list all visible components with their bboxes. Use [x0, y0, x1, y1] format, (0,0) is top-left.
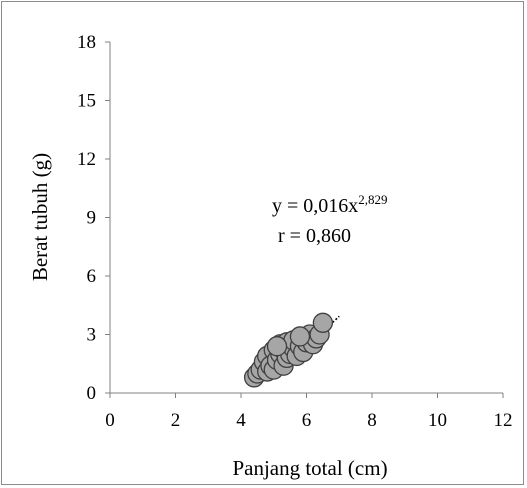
axes [105, 41, 504, 398]
x-tick-label: 6 [302, 410, 312, 431]
data-point [312, 312, 334, 333]
y-tick-label: 3 [87, 325, 97, 346]
equation-exponent: 2,829 [358, 192, 387, 207]
y-tick-label: 15 [77, 91, 96, 112]
data-point [266, 336, 288, 357]
y-axis-title: Berat tubuh (g) [28, 153, 52, 281]
equation-base: y = 0,016x [272, 195, 358, 217]
y-tick-label: 9 [87, 208, 97, 229]
y-tick-label: 6 [87, 266, 97, 287]
tick-labels: 0 3 6 9 12 15 18 0 2 4 6 8 10 12 [77, 32, 513, 431]
regression-equation: y = 0,016x2,829 [272, 192, 388, 217]
y-tick-label: 12 [77, 149, 96, 170]
y-tick-label: 18 [77, 32, 96, 53]
x-tick-label: 4 [236, 410, 246, 431]
x-tick-label: 10 [428, 410, 447, 431]
x-tick-label: 8 [367, 410, 377, 431]
correlation-coefficient: r = 0,860 [278, 225, 351, 247]
y-tick-label: 0 [87, 383, 97, 404]
x-tick-label: 2 [171, 410, 181, 431]
data-points [243, 312, 334, 388]
x-axis-title: Panjang total (cm) [232, 456, 387, 480]
x-tick-label: 0 [105, 410, 115, 431]
data-point [289, 326, 311, 347]
x-tick-label: 12 [494, 410, 513, 431]
